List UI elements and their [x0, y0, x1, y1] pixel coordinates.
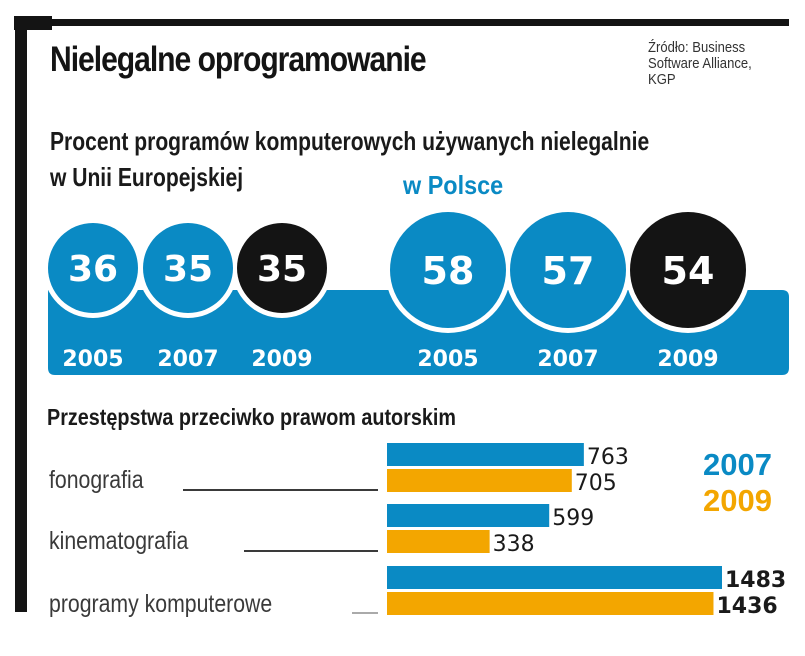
- rate-value: 57: [542, 249, 595, 293]
- rate-value: 35: [163, 249, 213, 290]
- rate-value: 36: [68, 249, 118, 290]
- legend-2007: 2007: [703, 447, 772, 482]
- rate-year: 2009: [657, 347, 718, 372]
- bar-2009: [387, 530, 490, 553]
- bar-2007: [387, 566, 722, 589]
- bar-2009: [387, 469, 572, 492]
- rate-circle: [237, 223, 327, 313]
- rate-year: 2007: [157, 347, 218, 372]
- category-label: programy komputerowe: [49, 590, 273, 618]
- copyright-crimes-title: Przestępstwa przeciwko prawom autorskim: [47, 404, 456, 430]
- source-note: Źródło: Business Software Alliance, KGP: [648, 40, 752, 88]
- source-line: Software Alliance,: [648, 56, 752, 72]
- rate-value: 54: [662, 249, 715, 293]
- bar-value-label: 705: [575, 471, 617, 496]
- eu-label: w Unii Europejskiej: [50, 162, 244, 192]
- bar-2007: [387, 504, 550, 527]
- source-line: Źródło: Business: [648, 40, 746, 56]
- poland-label: w Polsce: [403, 170, 504, 200]
- leader-line: [183, 489, 378, 491]
- rate-year: 2005: [417, 347, 478, 372]
- rate-year: 2009: [251, 347, 312, 372]
- bar-value-label: 599: [552, 506, 594, 531]
- category-label: fonografia: [49, 466, 144, 494]
- frame-corner: [14, 16, 52, 30]
- rate-value: 35: [257, 249, 307, 290]
- leader-line: [352, 612, 378, 614]
- rate-circle: [48, 223, 138, 313]
- rate-year: 2007: [537, 347, 598, 372]
- bar-2009: [387, 592, 714, 615]
- piracy-rate-title: Procent programów komputerowych używanyc…: [50, 126, 650, 156]
- rate-circle: [143, 223, 233, 313]
- bar-value-label: 1436: [716, 594, 777, 619]
- rate-circle: [510, 212, 626, 328]
- rate-circle: [630, 212, 746, 328]
- rate-value: 58: [422, 249, 475, 293]
- source-line: KGP: [648, 72, 676, 88]
- bar-value-label: 763: [587, 445, 629, 470]
- rate-circle: [390, 212, 506, 328]
- legend-2009: 2009: [703, 483, 772, 518]
- bar-2007: [387, 443, 584, 466]
- category-label: kinematografia: [49, 527, 189, 555]
- frame-top-border: [15, 19, 789, 26]
- bar-value-label: 338: [493, 532, 535, 557]
- piracy-rate-circles: 36 2005 35 2007 35 2009 58 2005 57 2007 54 2009: [48, 212, 789, 375]
- infographic-title: Nielegalne oprogramowanie: [50, 40, 427, 79]
- rate-year: 2005: [62, 347, 123, 372]
- leader-line: [244, 550, 378, 552]
- bar-value-label: 1483: [725, 568, 786, 593]
- frame-left-border: [15, 16, 27, 612]
